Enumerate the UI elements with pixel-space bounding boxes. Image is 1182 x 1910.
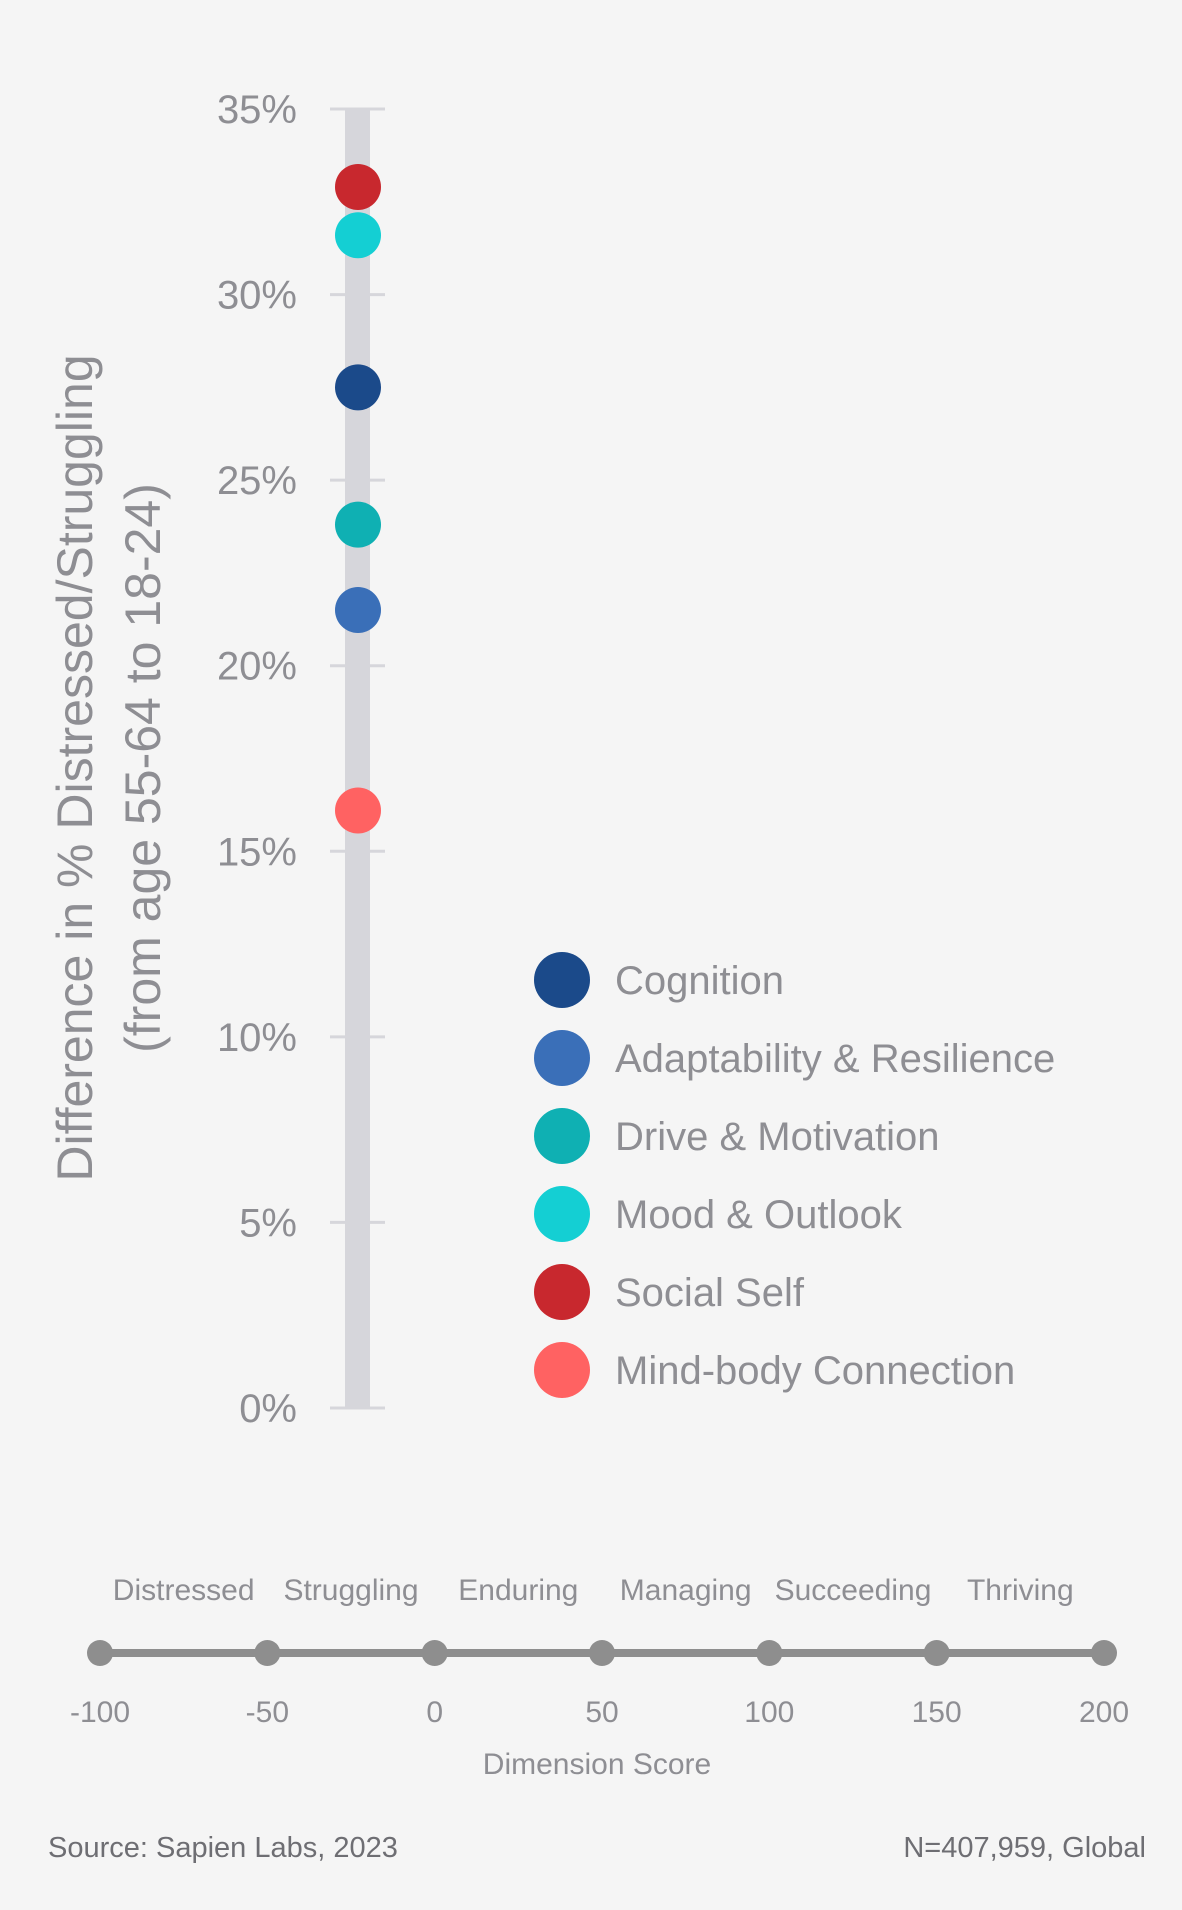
legend-label: Cognition xyxy=(615,959,784,1003)
data-point xyxy=(335,787,381,834)
data-point xyxy=(335,212,381,259)
scale-tick-label: 50 xyxy=(585,1696,618,1729)
scale-category-label: Enduring xyxy=(458,1574,578,1607)
legend-label: Drive & Motivation xyxy=(615,1115,940,1159)
scale-title: Dimension Score xyxy=(483,1748,711,1781)
scale-tick-label: 150 xyxy=(912,1696,962,1729)
y-tick-label: 5% xyxy=(239,1201,297,1245)
legend-marker xyxy=(534,1342,590,1398)
scale-node xyxy=(1091,1640,1117,1666)
legend-marker xyxy=(534,1030,590,1086)
scale-tick-label: 200 xyxy=(1079,1696,1129,1729)
data-point xyxy=(335,501,381,548)
scale-category-label: Distressed xyxy=(113,1574,255,1607)
y-tick-label: 0% xyxy=(239,1387,297,1431)
scale-tick-label: 100 xyxy=(744,1696,794,1729)
scale-category-label: Managing xyxy=(620,1574,752,1607)
data-point xyxy=(335,364,381,411)
scale-node xyxy=(87,1640,113,1666)
scale-node xyxy=(421,1640,448,1666)
scale-category-label: Struggling xyxy=(283,1574,418,1607)
sample-size-text: N=407,959, Global xyxy=(903,1832,1146,1864)
dimension-scale: -100 -50 0 50 100 150 200 Distressed Struggling E… xyxy=(70,1574,1129,1781)
scale-node xyxy=(254,1640,281,1666)
legend-marker xyxy=(534,1108,590,1164)
legend-label: Mood & Outlook xyxy=(615,1193,903,1237)
y-tick-label: 30% xyxy=(217,274,297,318)
data-point xyxy=(335,163,381,210)
scale-node xyxy=(756,1640,783,1666)
y-axis-bar xyxy=(345,109,370,1408)
legend-label: Adaptability & Resilience xyxy=(615,1037,1055,1081)
y-tick-label: 15% xyxy=(217,830,297,874)
y-ticks: 0% 5% 10% 15% 20% 25% 30% 35% xyxy=(217,88,385,1431)
legend-marker xyxy=(534,1186,590,1242)
legend-label: Mind-body Connection xyxy=(615,1349,1015,1393)
scale-node xyxy=(589,1640,615,1666)
y-axis-title-line1: Difference in % Distressed/Struggling xyxy=(47,354,103,1181)
source-text: Source: Sapien Labs, 2023 xyxy=(48,1832,398,1864)
scale-category-label: Thriving xyxy=(967,1574,1074,1607)
data-points xyxy=(335,163,381,834)
scale-node xyxy=(923,1640,950,1666)
y-tick-label: 25% xyxy=(217,459,297,503)
data-point xyxy=(335,587,381,634)
legend-marker xyxy=(534,1264,590,1320)
scale-tick-label: 0 xyxy=(426,1696,443,1729)
legend: Cognition Adaptability & Resilience Drive … xyxy=(534,952,1055,1398)
scale-tick-label: -100 xyxy=(70,1696,130,1729)
scale-tick-label: -50 xyxy=(246,1696,289,1729)
legend-marker xyxy=(534,952,590,1008)
legend-label: Social Self xyxy=(615,1271,805,1315)
y-tick-label: 20% xyxy=(217,645,297,689)
y-axis-title-line2: (from age 55-64 to 18-24) xyxy=(115,483,171,1053)
y-tick-label: 10% xyxy=(217,1016,297,1060)
scale-category-label: Succeeding xyxy=(775,1574,932,1607)
y-tick-label: 35% xyxy=(217,88,297,132)
